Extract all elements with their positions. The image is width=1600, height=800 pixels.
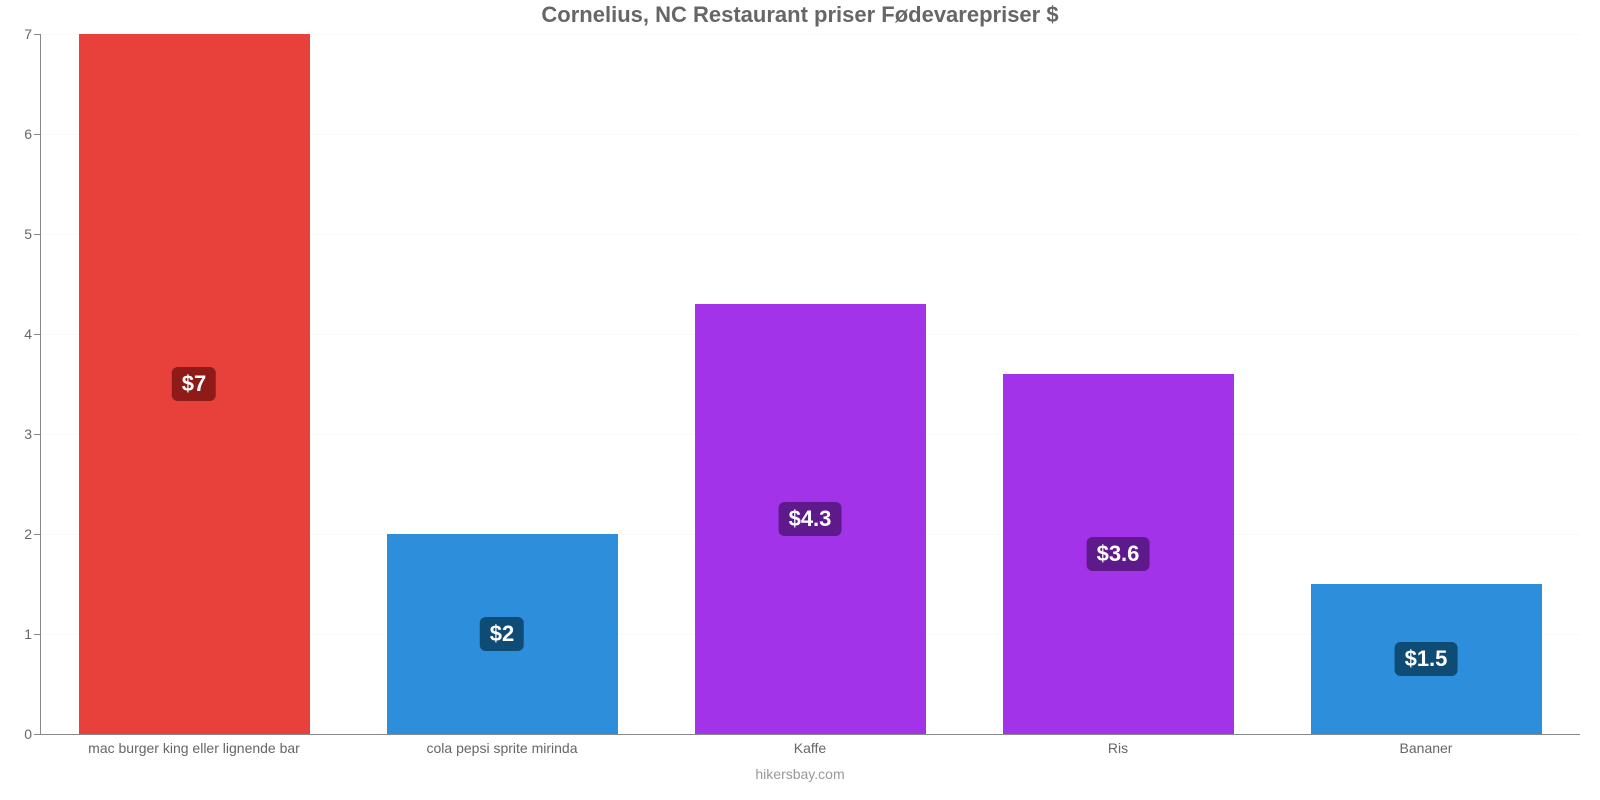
x-tick-label: cola pepsi sprite mirinda: [427, 740, 578, 756]
y-tick-label: 6: [24, 126, 32, 142]
bar: $7: [79, 34, 310, 734]
y-tick-label: 4: [24, 326, 32, 342]
x-tick-label: mac burger king eller lignende bar: [88, 740, 300, 756]
y-tick-label: 7: [24, 26, 32, 42]
bar: $2: [387, 534, 618, 734]
x-tick-label: Kaffe: [794, 740, 826, 756]
bar: $4.3: [695, 304, 926, 734]
x-axis-line: [40, 734, 1580, 735]
x-tick-label: Bananer: [1400, 740, 1453, 756]
bar-chart: Cornelius, NC Restaurant priser Fødevare…: [0, 0, 1600, 800]
value-badge: $1.5: [1395, 642, 1458, 676]
y-axis-line: [40, 34, 41, 734]
value-badge: $2: [480, 617, 524, 651]
value-badge: $7: [172, 367, 216, 401]
y-tick-label: 3: [24, 426, 32, 442]
y-tick-label: 1: [24, 626, 32, 642]
plot-area: 01234567$7mac burger king eller lignende…: [40, 34, 1580, 734]
chart-title: Cornelius, NC Restaurant priser Fødevare…: [0, 2, 1600, 28]
y-tick-label: 5: [24, 226, 32, 242]
value-badge: $4.3: [779, 502, 842, 536]
value-badge: $3.6: [1087, 537, 1150, 571]
y-tick-label: 0: [24, 726, 32, 742]
y-tick-label: 2: [24, 526, 32, 542]
credit-text: hikersbay.com: [0, 766, 1600, 782]
x-tick-label: Ris: [1108, 740, 1128, 756]
bar: $1.5: [1311, 584, 1542, 734]
bar: $3.6: [1003, 374, 1234, 734]
